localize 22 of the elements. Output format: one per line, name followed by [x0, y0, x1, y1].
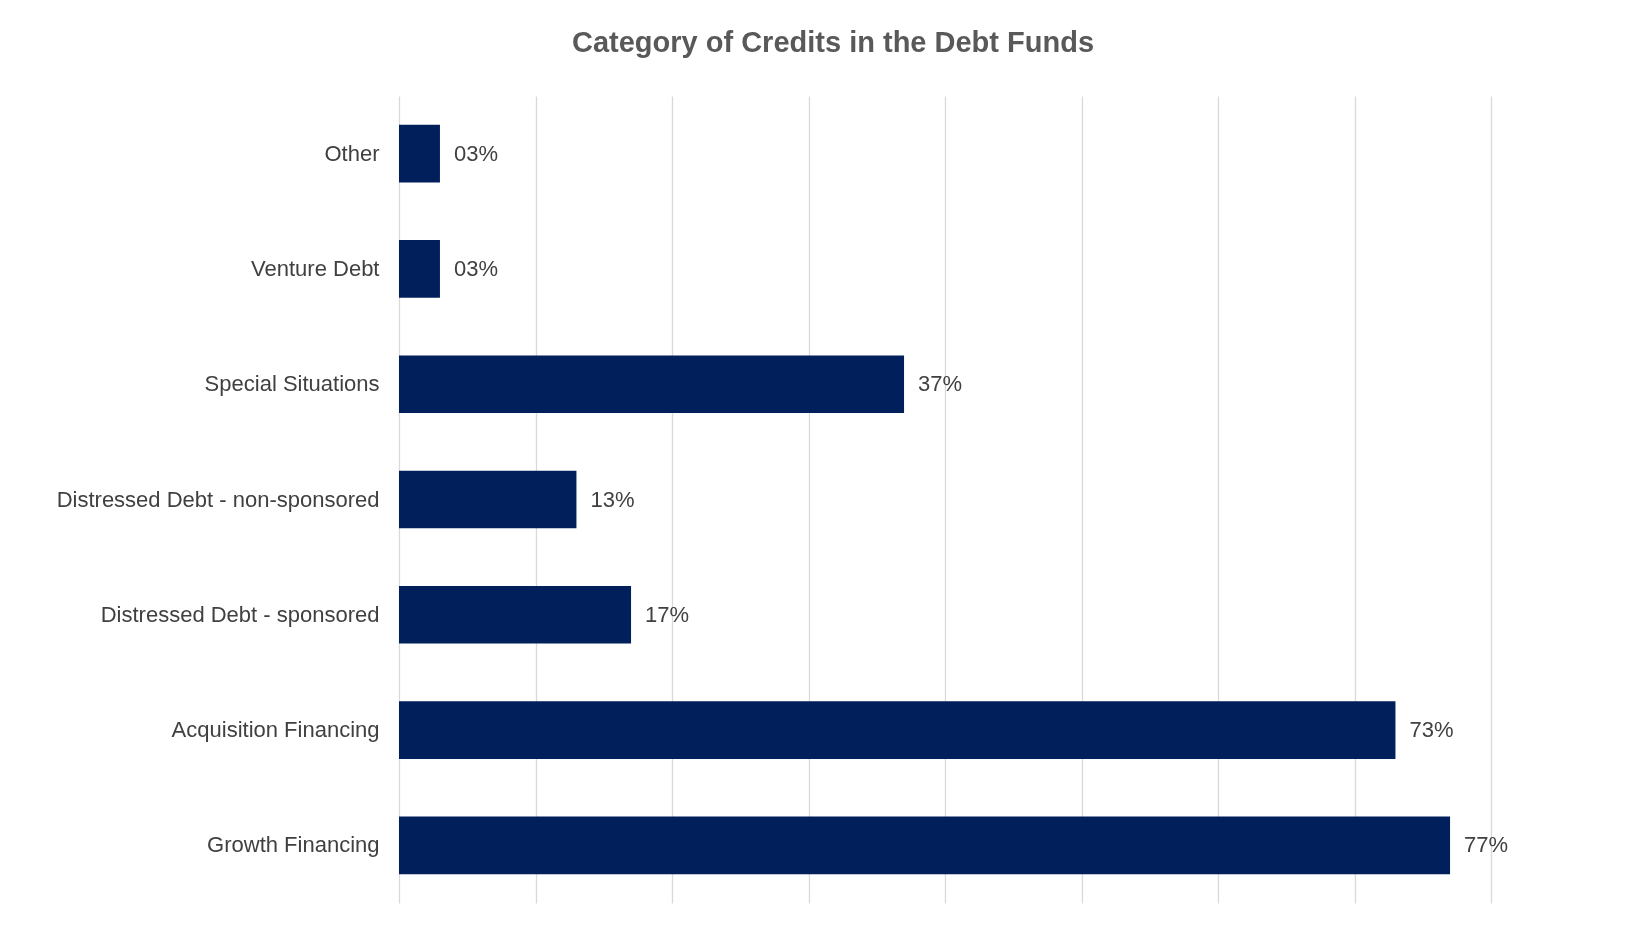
y-tick-label: Special Situations: [204, 371, 380, 397]
data-label: 03%: [453, 255, 498, 281]
y-tick-label: Other: [324, 140, 380, 166]
y-tick-label: Acquisition Financing: [171, 717, 380, 743]
y-tick-label: Venture Debt: [251, 255, 380, 281]
bar: [399, 585, 632, 644]
chart-title: Category of Credits in the Debt Funds: [571, 26, 1095, 58]
data-label: 77%: [1464, 832, 1509, 858]
data-label: 13%: [590, 486, 635, 512]
bar: [399, 701, 1396, 759]
bar: [399, 355, 905, 414]
y-tick-label: Growth Financing: [207, 832, 380, 858]
data-label: 17%: [645, 601, 690, 627]
data-label: 73%: [1409, 717, 1454, 743]
bar: [399, 124, 440, 183]
y-tick-label: Distressed Debt - sponsored: [100, 601, 380, 627]
bar: [399, 470, 577, 529]
data-label: 37%: [918, 371, 963, 397]
y-tick-label: Distressed Debt - non-sponsored: [56, 486, 380, 512]
data-label: 03%: [453, 140, 498, 166]
bar: [399, 816, 1451, 875]
bar: [399, 240, 440, 298]
